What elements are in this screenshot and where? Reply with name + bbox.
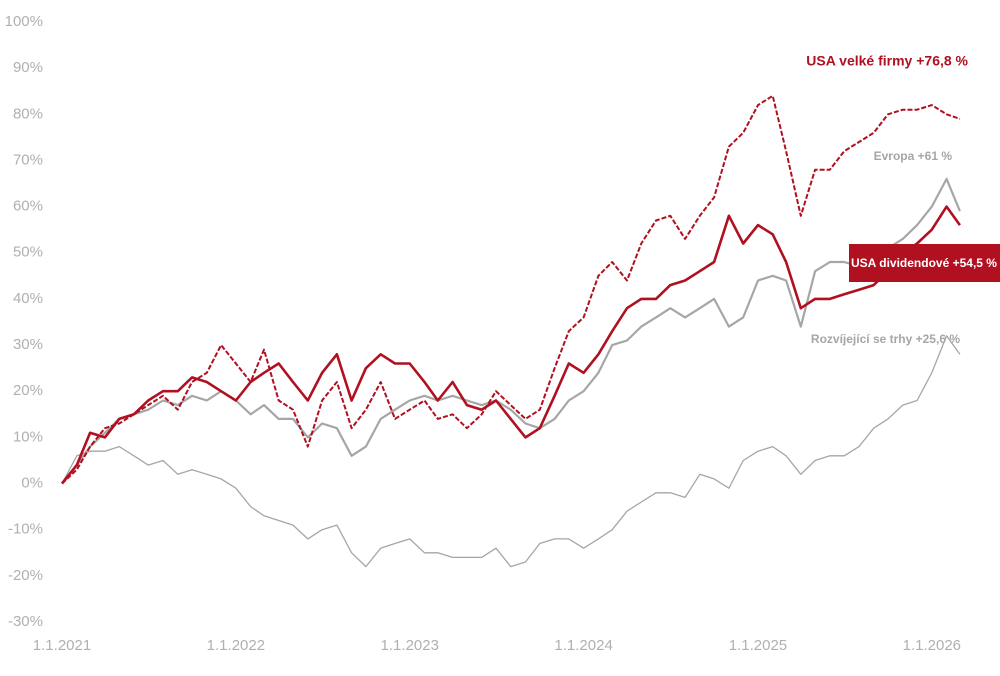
series-line <box>60 205 961 485</box>
x-tick-label: 1.1.2021 <box>33 637 91 654</box>
y-tick-label: -30% <box>8 613 43 630</box>
series-line <box>61 177 961 485</box>
y-tick-label: 80% <box>13 105 43 122</box>
y-tick-label: 0% <box>21 475 43 492</box>
x-tick-label: 1.1.2022 <box>207 637 265 654</box>
x-tick-label: 1.1.2023 <box>381 637 439 654</box>
y-tick-label: 90% <box>13 59 43 76</box>
series-label: Evropa +61 % <box>874 149 953 163</box>
y-tick-label: -10% <box>8 521 43 538</box>
x-tick-label: 1.1.2025 <box>729 637 787 654</box>
x-tick-label: 1.1.2026 <box>903 637 961 654</box>
y-tick-label: 50% <box>13 244 43 261</box>
series-line <box>61 335 961 568</box>
series-label: Rozvíjející se trhy +25,6 % <box>811 332 960 346</box>
series-line <box>61 94 961 485</box>
x-tick-label: 1.1.2024 <box>554 637 612 654</box>
y-tick-label: 60% <box>13 198 43 215</box>
y-tick-label: 30% <box>13 336 43 353</box>
y-tick-label: 70% <box>13 151 43 168</box>
y-tick-label: -20% <box>8 567 43 584</box>
y-tick-label: 10% <box>13 428 43 445</box>
series-label: USA velké firmy +76,8 % <box>806 53 968 69</box>
y-tick-label: 100% <box>5 13 43 30</box>
series-label: USA dividendové +54,5 % <box>851 256 997 270</box>
y-tick-label: 20% <box>13 382 43 399</box>
label-box <box>849 244 1000 282</box>
y-tick-label: 40% <box>13 290 43 307</box>
